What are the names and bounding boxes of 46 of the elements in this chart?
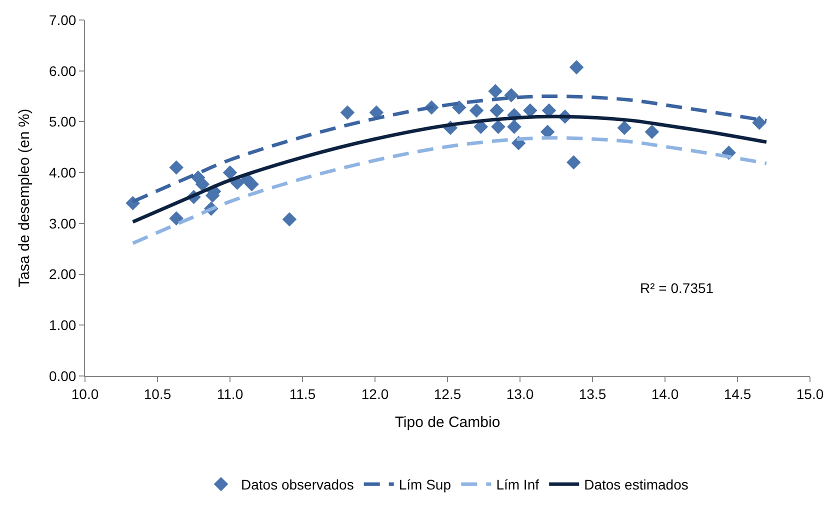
y-tick-label: 2.00 [48, 266, 76, 282]
point [504, 88, 518, 102]
x-tick-label: 13.5 [578, 386, 606, 402]
y-tick-label: 5.00 [48, 114, 76, 130]
y-tick-label: 7.00 [48, 12, 76, 28]
point [617, 120, 632, 135]
legend-label: Lím Sup [398, 476, 452, 493]
legend-label: Datos observados [241, 476, 354, 493]
y-tick-label: 1.00 [48, 317, 76, 334]
y-tick-label: 6.00 [48, 62, 76, 79]
point [507, 120, 522, 134]
point [490, 103, 504, 118]
point [282, 212, 297, 227]
x-tick-label: 12.0 [361, 386, 389, 402]
x-tick-label: 15.0 [796, 386, 824, 402]
point [244, 177, 259, 192]
point [469, 103, 484, 118]
x-tick-label: 11.0 [216, 386, 244, 402]
annotation: R² = 0.7351 [640, 280, 714, 296]
y-tick-label: 3.00 [48, 215, 76, 232]
x-tick-label: 10.0 [71, 386, 99, 402]
point [752, 116, 766, 130]
point [569, 60, 584, 74]
point [644, 124, 660, 140]
point [222, 165, 238, 180]
point [566, 155, 581, 170]
point [452, 100, 466, 115]
x-axis-title: Tipo de Cambio [394, 414, 500, 431]
point [340, 105, 355, 120]
point [169, 211, 184, 226]
point [491, 120, 506, 134]
y-axis-title: Tasa de desempleo (en %) [16, 108, 34, 288]
point [488, 84, 502, 98]
x-tick-label: 10.5 [144, 386, 172, 402]
point [169, 160, 184, 175]
legend-label: Datos estimados [584, 476, 688, 493]
x-tick-label: 13.0 [506, 386, 534, 402]
y-tick-label: 0.00 [48, 368, 76, 384]
legend-label: Lím Inf [496, 476, 540, 493]
x-tick-label: 12.5 [434, 386, 462, 402]
point [195, 177, 210, 192]
x-tick-label: 14.0 [651, 386, 679, 402]
line-series [131, 136, 768, 246]
y-tick-label: 4.00 [48, 164, 76, 180]
x-tick-label: 14.5 [724, 386, 752, 402]
x-tick-label: 11.5 [289, 386, 316, 402]
